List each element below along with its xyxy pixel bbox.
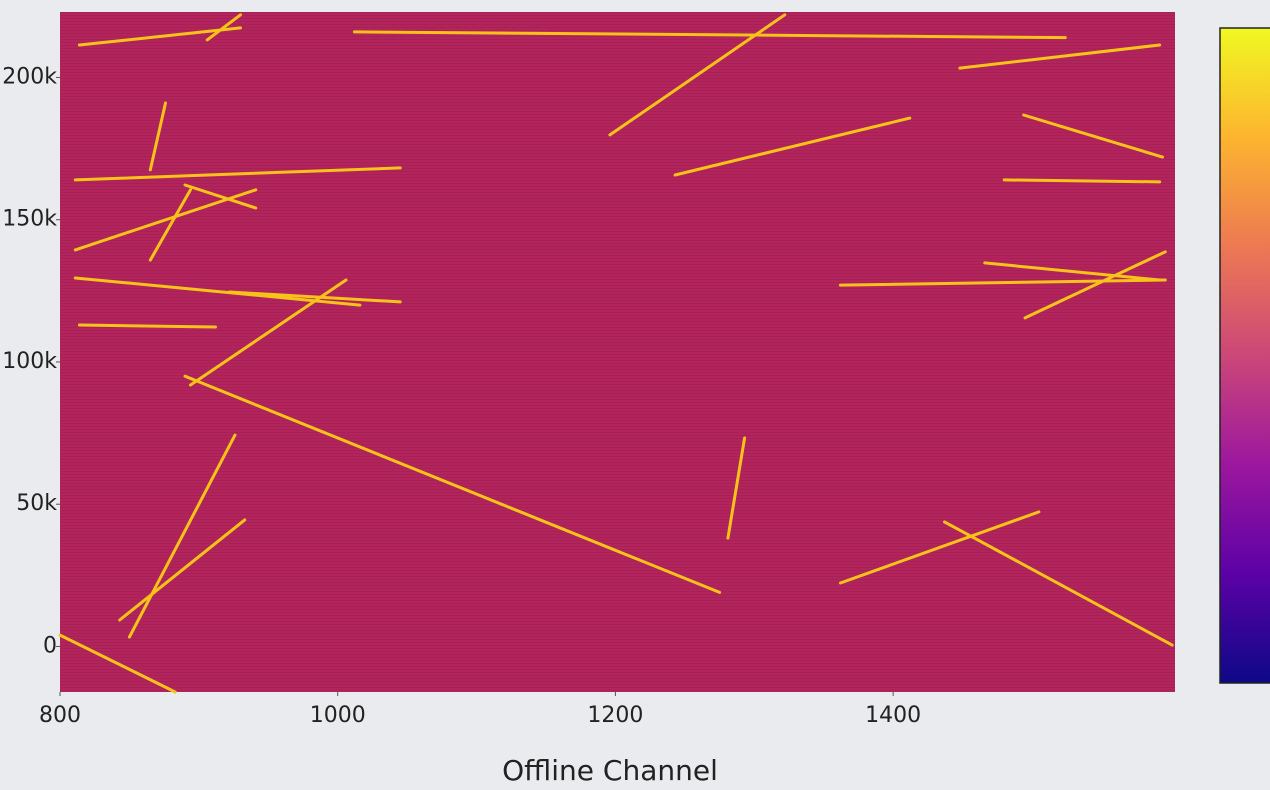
track: [79, 325, 215, 327]
y-tick-label: 0: [43, 633, 57, 658]
y-tick-label: 100k: [2, 349, 57, 374]
y-tick-label: 200k: [2, 64, 57, 89]
y-tick-label: 150k: [2, 207, 57, 232]
x-tick-label: 1200: [587, 703, 643, 728]
x-tick-label: 800: [39, 703, 81, 728]
page: Offline Channel 800 1000 1200 1400 0 50k 100k 1…: [0, 0, 1270, 790]
x-tick-label: 1000: [310, 703, 366, 728]
x-tick-label: 1400: [865, 703, 921, 728]
x-axis-label: Offline Channel: [502, 754, 718, 787]
track: [1004, 180, 1159, 182]
colorbar: [1220, 28, 1270, 683]
chart: Offline Channel 800 1000 1200 1400 0 50k 100k 1…: [0, 0, 1270, 790]
y-tick-label: 50k: [16, 491, 57, 516]
heatmap-texture: [60, 12, 1175, 692]
